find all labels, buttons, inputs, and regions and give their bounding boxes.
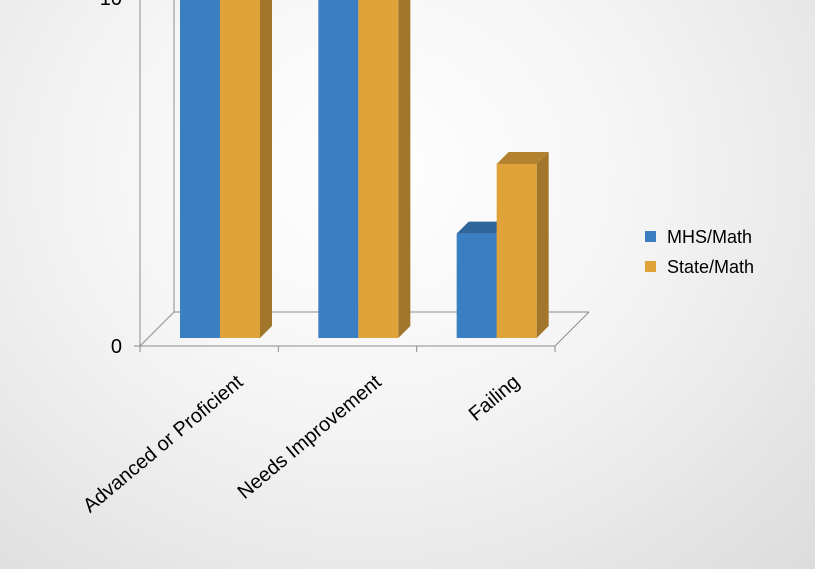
x-category-label: Needs Improvement [234, 371, 386, 504]
legend-label: State/Math [667, 257, 754, 277]
bar-side-face [398, 0, 411, 338]
bar-top-face [496, 152, 549, 164]
bar-state-math-1 [358, 0, 411, 338]
chart-axes [134, 0, 590, 352]
y-tick-label: 0 [111, 336, 122, 358]
bar-front-face [180, 0, 220, 338]
bar-mhs-math-2 [456, 221, 509, 338]
bar-front-face [318, 0, 359, 338]
bar-side-face [536, 152, 549, 338]
x-category-label: Failing [465, 371, 524, 426]
chart-bars [180, 0, 549, 339]
legend-swatch [645, 231, 656, 242]
bar-front-face [220, 0, 260, 339]
bar-top-face [456, 221, 509, 234]
bar-side-face [260, 0, 272, 338]
x-category-label: Advanced or Proficient [79, 371, 248, 517]
side-gridline [139, 311, 175, 347]
legend-label: MHS/Math [667, 227, 752, 247]
chart-legend: MHS/Math State/Math [645, 227, 754, 277]
bar-state-math-0 [220, 0, 272, 339]
bar-front-face [456, 233, 497, 338]
bar-state-math-2 [496, 152, 549, 338]
y-tick-label: 10 [100, 0, 122, 10]
bar-front-face [358, 0, 399, 338]
floor-right-edge [554, 311, 590, 347]
bar-front-face [496, 164, 537, 338]
legend-swatch [645, 261, 656, 272]
